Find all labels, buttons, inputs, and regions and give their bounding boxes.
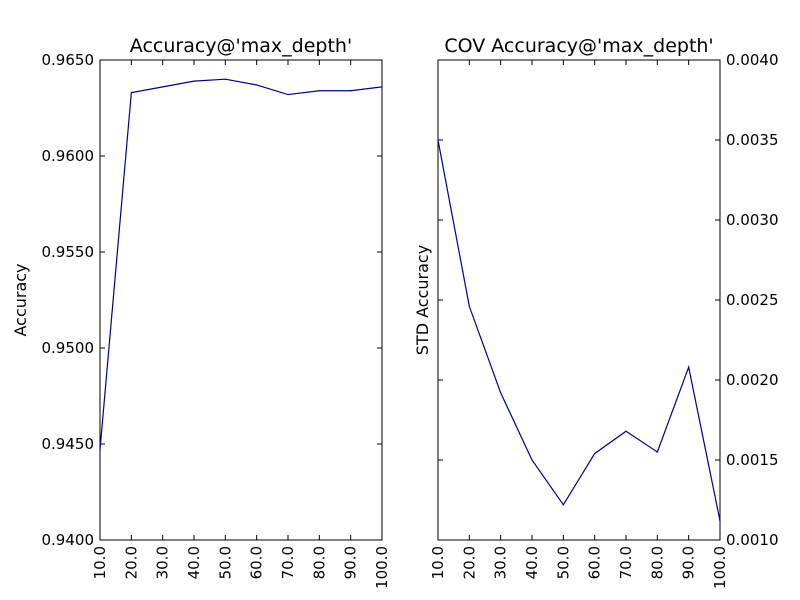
y-tick-label: 0.9550	[42, 243, 95, 261]
data-point	[350, 90, 352, 92]
data-point	[594, 453, 596, 455]
series-line	[437, 139, 721, 521]
data-point	[468, 305, 470, 307]
data-point	[719, 520, 721, 522]
y-axis-label: Accuracy	[11, 263, 30, 336]
chart-panel-1: Accuracy@'max_depth' Accuracy 0.9400 0.9450…	[11, 35, 391, 589]
y-axis-label: STD Accuracy	[413, 245, 432, 355]
x-tick-label: 90.0	[680, 546, 698, 579]
x-tick-label: 20.0	[460, 546, 478, 579]
data-point	[162, 86, 164, 88]
y-tick-label: 0.9650	[42, 51, 95, 69]
x-tick-label: 100.0	[711, 546, 729, 589]
y-tick-label: 0.0020	[726, 371, 779, 389]
data-point	[625, 430, 627, 432]
chart-panel-2: COV Accuracy@'max_depth' STD Accuracy 0.00…	[413, 35, 779, 589]
y-tick-label: 0.9600	[42, 147, 95, 165]
x-tick-label: 40.0	[185, 546, 203, 579]
y-tick-label: 0.0010	[726, 531, 779, 549]
data-point	[437, 139, 439, 141]
data-point	[130, 92, 132, 94]
x-tick-label: 40.0	[523, 546, 541, 579]
series-line	[99, 78, 383, 450]
data-point	[318, 90, 320, 92]
data-point	[99, 449, 101, 451]
x-tick-label: 70.0	[617, 546, 635, 579]
data-point	[287, 93, 289, 96]
x-tick-label: 80.0	[648, 546, 666, 579]
data-point	[688, 366, 690, 368]
plot-frame	[99, 59, 383, 541]
data-point	[500, 392, 502, 394]
y-tick-label: 0.9500	[42, 339, 95, 357]
y-tick-label: 0.0035	[726, 131, 779, 149]
x-tick-label: 60.0	[248, 546, 266, 579]
x-tick-label: 30.0	[492, 546, 510, 579]
y-tick-label: 0.0030	[726, 211, 779, 229]
x-tick-label: 100.0	[373, 546, 391, 589]
y-tick-label: 0.0015	[726, 451, 779, 469]
data-point	[193, 80, 195, 82]
y-tick-label: 0.0040	[726, 51, 779, 69]
chart-title: Accuracy@'max_depth'	[130, 35, 352, 57]
x-tick-label: 70.0	[279, 546, 297, 579]
y-tick-label: 0.0025	[726, 291, 779, 309]
plot-frame	[437, 59, 721, 541]
data-point	[562, 504, 564, 506]
data-point	[224, 78, 226, 80]
data-point	[656, 451, 658, 453]
x-tick-label: 20.0	[122, 546, 140, 579]
data-point	[531, 459, 533, 461]
data-point	[381, 86, 383, 88]
x-tick-label: 10.0	[429, 546, 447, 579]
x-tick-label: 80.0	[310, 546, 328, 579]
x-tick-label: 50.0	[216, 546, 234, 579]
x-tick-label: 50.0	[554, 546, 572, 579]
x-tick-label: 10.0	[91, 546, 109, 579]
y-tick-label: 0.9400	[42, 531, 95, 549]
y-tick-label: 0.9450	[42, 435, 95, 453]
x-tick-label: 30.0	[154, 546, 172, 579]
x-tick-label: 60.0	[586, 546, 604, 579]
x-tick-label: 90.0	[342, 546, 360, 579]
chart-title: COV Accuracy@'max_depth'	[444, 35, 713, 57]
data-point	[256, 84, 258, 86]
